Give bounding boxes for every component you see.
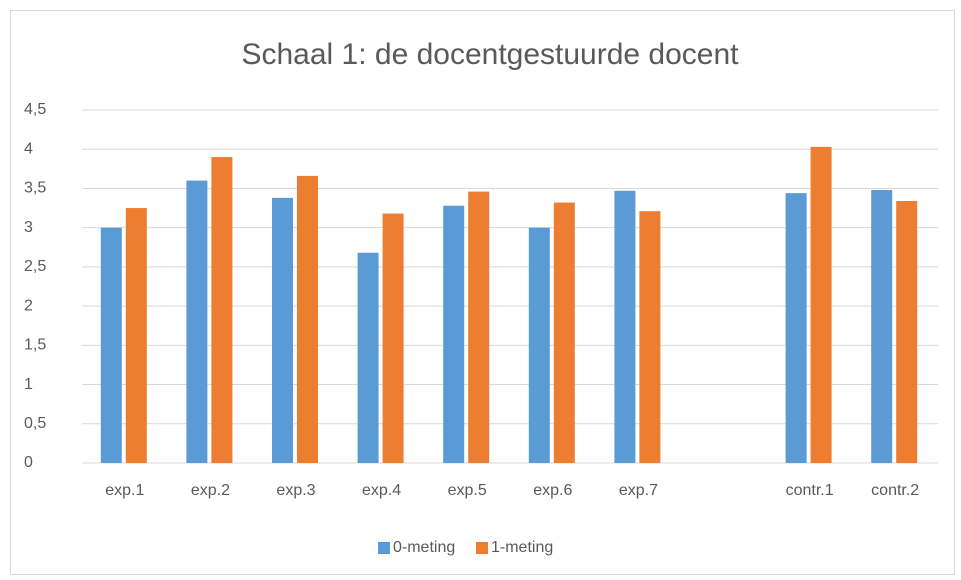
y-tick-label: 3 <box>24 219 33 236</box>
x-tick-label: exp.5 <box>448 482 487 499</box>
bar <box>272 197 293 463</box>
x-tick-label: exp.2 <box>191 482 230 499</box>
chart-title: Schaal 1: de docentgestuurde docent <box>241 38 739 71</box>
y-tick-label: 0 <box>24 454 33 471</box>
x-tick-label: exp.6 <box>533 482 572 499</box>
bar <box>871 190 893 463</box>
x-tick-label: exp.7 <box>619 482 658 499</box>
bar <box>125 208 147 463</box>
bar <box>528 227 550 463</box>
x-tick-label: contr.2 <box>871 482 919 499</box>
bar <box>357 252 379 463</box>
bar <box>211 157 233 464</box>
bar <box>614 190 636 463</box>
bar <box>896 200 918 464</box>
y-tick-label: 3,5 <box>24 180 46 197</box>
bar <box>639 211 661 463</box>
bar <box>382 213 404 463</box>
y-tick-label: 1 <box>24 376 33 393</box>
x-tick-label: exp.4 <box>362 482 401 499</box>
y-tick-label: 4,5 <box>24 101 46 118</box>
x-tick-label: contr.1 <box>786 482 834 499</box>
legend-swatch <box>476 542 488 554</box>
bar <box>553 202 575 463</box>
bar <box>468 191 490 464</box>
legend-swatch <box>378 542 390 554</box>
bar <box>100 227 122 463</box>
bar <box>443 205 465 464</box>
y-tick-label: 4 <box>24 140 33 157</box>
legend-label: 1-meting <box>491 539 553 556</box>
x-tick-label: exp.3 <box>276 482 315 499</box>
bar <box>785 193 807 463</box>
legend-label: 0-meting <box>393 539 455 556</box>
y-tick-label: 2 <box>24 297 33 314</box>
bar <box>297 175 318 464</box>
x-tick-label: exp.1 <box>105 482 144 499</box>
y-tick-label: 1,5 <box>24 337 46 354</box>
y-tick-label: 2,5 <box>24 258 46 275</box>
bar <box>186 180 208 463</box>
bar <box>810 146 832 463</box>
y-tick-label: 0,5 <box>24 415 46 432</box>
